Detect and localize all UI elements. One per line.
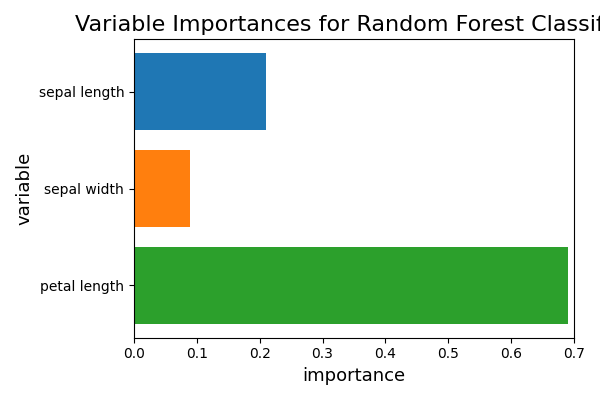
X-axis label: importance: importance xyxy=(302,367,406,385)
Bar xyxy=(134,150,190,227)
Bar xyxy=(134,247,568,324)
Y-axis label: variable: variable xyxy=(15,152,33,225)
Bar xyxy=(134,53,266,130)
Title: Variable Importances for Random Forest Classifier: Variable Importances for Random Forest C… xyxy=(75,15,600,35)
